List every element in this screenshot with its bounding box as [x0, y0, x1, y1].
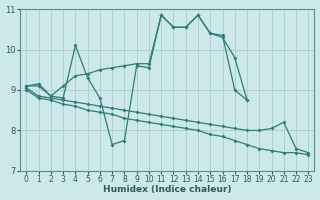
X-axis label: Humidex (Indice chaleur): Humidex (Indice chaleur)	[103, 185, 232, 194]
